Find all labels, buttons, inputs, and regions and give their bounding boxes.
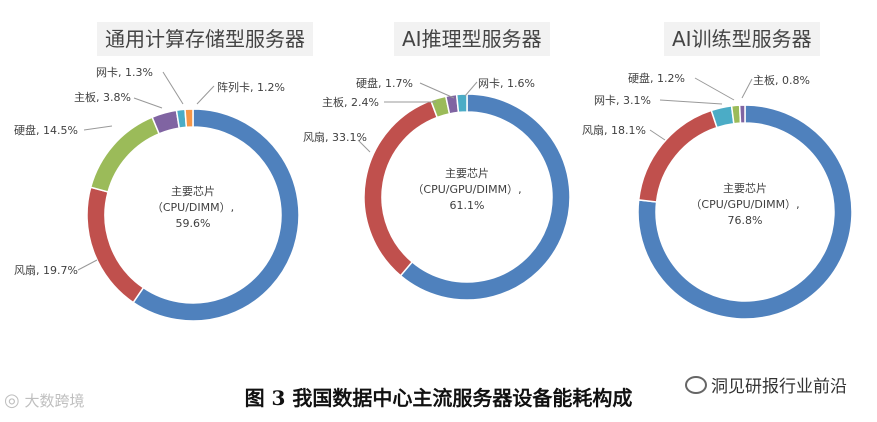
donut-chart-1: 主要芯片（CPU/GPU/DIMM）, 61.1% 风扇, 33.1% 主板, 2.4… [303, 76, 571, 301]
chart-title-ai-inference: AI推理型服务器 [394, 22, 550, 56]
leader-line-2-2 [659, 99, 723, 105]
source-label: 洞见研报行业前沿 [685, 372, 847, 397]
watermark: ◎ 大数跨境 [4, 390, 85, 411]
data-label-0-0: 主要芯片（CPU/DIMM）, 59.6% [152, 184, 234, 230]
slice-0-5 [184, 108, 194, 129]
data-label-0-1: 风扇, 19.7% [14, 263, 78, 277]
slice-2-1 [637, 109, 718, 203]
data-label-1-3: 硬盘, 1.7% [356, 76, 413, 90]
slice-0-0 [132, 108, 300, 322]
donut-chart-2: 主要芯片（CPU/GPU/DIMM）, 76.8% 风扇, 18.1% 网卡, 3.1… [582, 71, 853, 320]
slice-1-4 [455, 93, 468, 114]
leader-line-1-3 [419, 82, 455, 99]
slice-1-0 [399, 93, 571, 301]
slice-0-1 [86, 186, 145, 304]
leader-line-2-4 [741, 78, 753, 99]
data-label-1-4: 网卡, 1.6% [478, 77, 535, 90]
watermark-logo-icon: ◎ [4, 390, 20, 411]
leader-line-1-4 [464, 81, 478, 97]
chart-title-ai-training: AI训练型服务器 [664, 22, 820, 56]
figure-caption: 图 3 我国数据中心主流服务器设备能耗构成 [244, 386, 633, 410]
watermark-text: 大数跨境 [24, 392, 85, 410]
data-label-2-0: 主要芯片（CPU/GPU/DIMM）, 76.8% [690, 181, 799, 227]
data-label-1-1: 风扇, 33.1% [303, 130, 367, 144]
data-label-1-0: 主要芯片（CPU/GPU/DIMM）, 61.1% [412, 166, 521, 212]
leader-line-0-3 [133, 97, 163, 109]
leader-line-1-1 [357, 139, 371, 153]
data-label-2-2: 网卡, 3.1% [594, 94, 651, 107]
leader-line-2-3 [694, 77, 735, 101]
data-label-0-3: 主板, 3.8% [74, 90, 131, 104]
data-label-2-4: 主板, 0.8% [753, 73, 810, 87]
source-text: 洞见研报行业前沿 [711, 377, 847, 397]
data-label-2-3: 硬盘, 1.2% [628, 71, 685, 85]
slice-2-0 [637, 104, 853, 320]
leader-line-2-1 [649, 129, 666, 141]
slice-2-4 [738, 104, 746, 124]
leader-line-0-5 [196, 85, 215, 105]
data-label-1-2: 主板, 2.4% [322, 95, 379, 109]
slice-0-2 [89, 116, 161, 193]
wechat-icon [685, 376, 707, 394]
data-label-0-4: 网卡, 1.3% [96, 66, 153, 79]
data-label-0-2: 硬盘, 14.5% [14, 123, 78, 137]
donut-chart-0: 主要芯片（CPU/DIMM）, 59.6% 风扇, 19.7% 硬盘, 14.5% 主板… [14, 66, 300, 322]
data-label-2-1: 风扇, 18.1% [582, 123, 646, 137]
chart-title-general: 通用计算存储型服务器 [97, 22, 313, 56]
data-label-0-5: 阵列卡, 1.2% [217, 80, 285, 94]
leader-line-0-1 [77, 259, 98, 271]
leader-line-0-4 [162, 71, 184, 105]
leader-line-0-2 [83, 125, 113, 131]
